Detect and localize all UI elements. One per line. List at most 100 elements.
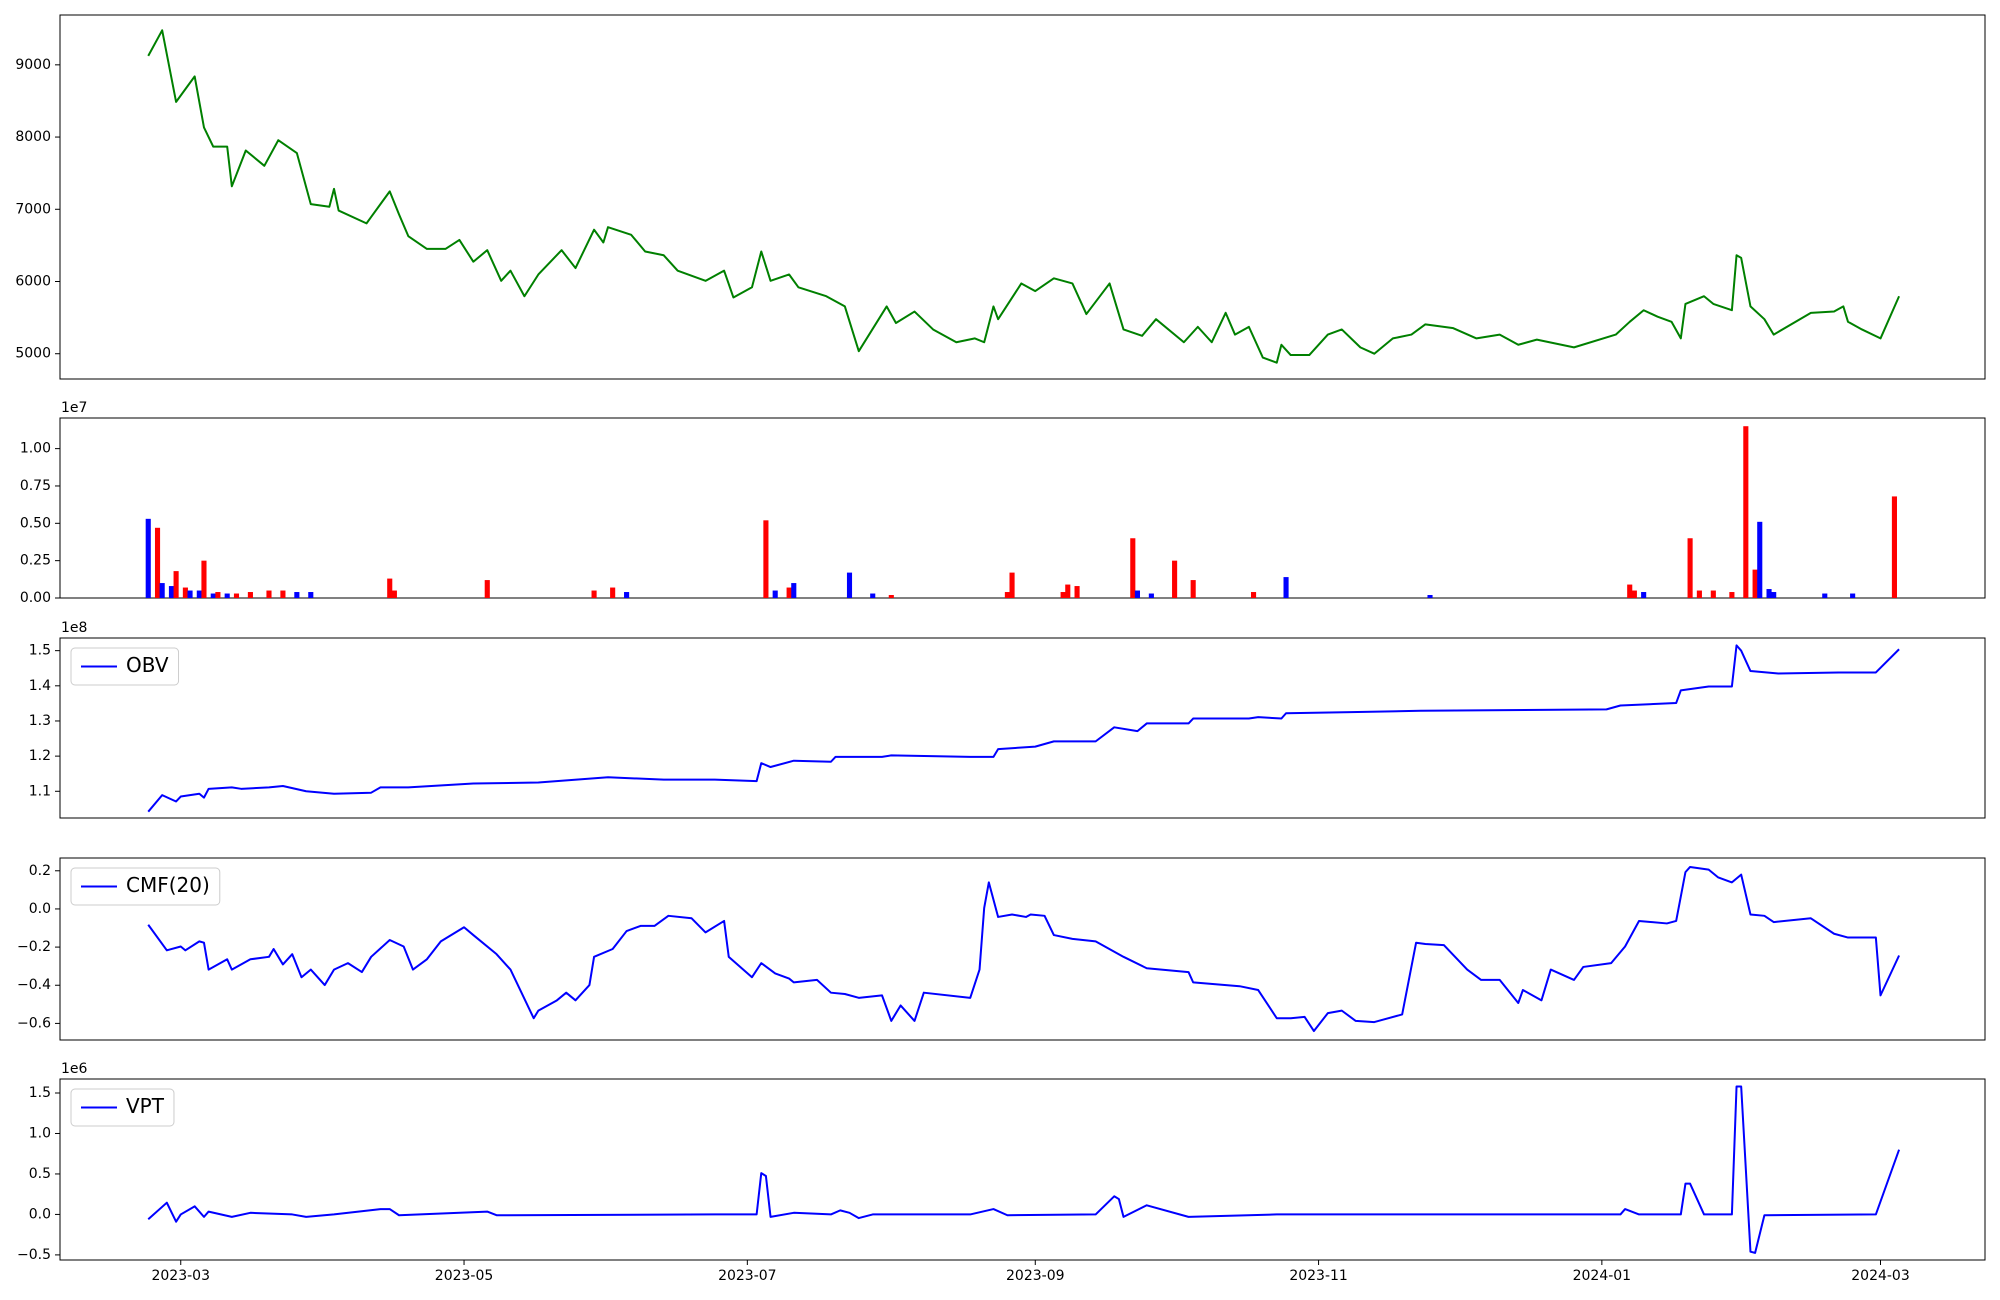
- bar: [1172, 560, 1178, 598]
- bar: [888, 595, 894, 598]
- x-tick-label: 2023-11: [1289, 1268, 1348, 1284]
- y-tick-label: 7000: [15, 201, 51, 217]
- bar: [1004, 592, 1010, 598]
- bar: [1641, 592, 1647, 598]
- bar: [846, 572, 853, 598]
- line: [147, 865, 1900, 1033]
- axis-offset-label: 1e7: [61, 400, 87, 416]
- y-tick-label: −0.6: [17, 1015, 51, 1031]
- bar: [624, 592, 630, 598]
- bar: [266, 590, 272, 598]
- y-tick-label: 1.00: [20, 441, 51, 457]
- y-tick-label: 1.0: [29, 1125, 51, 1141]
- bar: [1190, 580, 1196, 598]
- bar: [196, 590, 202, 598]
- bar: [215, 592, 221, 598]
- y-tick-label: 0.5: [29, 1166, 51, 1182]
- bar: [1729, 592, 1735, 598]
- bar: [173, 571, 179, 598]
- legend-label: OBV: [126, 653, 169, 677]
- bar: [1757, 521, 1763, 598]
- bar: [1687, 538, 1693, 598]
- bar: [1009, 572, 1015, 598]
- legend-box: [70, 867, 221, 906]
- bar: [1130, 538, 1136, 598]
- y-tick-label: 0.0: [29, 901, 51, 917]
- bar: [182, 587, 188, 598]
- bar: [1427, 595, 1433, 598]
- plot-area: [59, 857, 1986, 1041]
- bar: [1250, 592, 1257, 598]
- bar: [1771, 592, 1777, 598]
- bar: [233, 593, 240, 598]
- bar: [1710, 590, 1716, 598]
- bar: [1631, 590, 1637, 598]
- x-tick-label: 2023-05: [435, 1268, 494, 1284]
- y-tick-label: 0.25: [20, 553, 51, 569]
- bar: [159, 583, 165, 598]
- y-tick-label: 0.75: [20, 478, 51, 494]
- x-tick-label: 2024-01: [1573, 1268, 1632, 1284]
- y-tick-label: 1.5: [29, 1085, 51, 1101]
- bar: [154, 527, 161, 598]
- y-tick-label: 9000: [15, 57, 51, 73]
- y-tick-label: 1.2: [29, 748, 51, 764]
- axis-offset-label: 1e6: [61, 1061, 88, 1077]
- plot-area: [59, 14, 1986, 380]
- axis-offset-label: 1e8: [61, 620, 87, 636]
- bar: [1743, 426, 1749, 598]
- bar: [294, 592, 300, 598]
- bar: [1822, 593, 1828, 598]
- bar: [484, 580, 490, 598]
- y-tick-label: 8000: [15, 129, 51, 145]
- bar: [1283, 577, 1289, 598]
- y-tick-label: −0.5: [17, 1247, 51, 1263]
- bar: [145, 518, 151, 598]
- x-tick-label: 2023-09: [1006, 1268, 1065, 1284]
- bar: [224, 593, 230, 598]
- line: [147, 644, 1900, 813]
- bar: [591, 590, 597, 598]
- bar: [168, 586, 175, 598]
- bar: [387, 578, 393, 598]
- bar: [786, 587, 792, 598]
- y-tick-label: 0.00: [20, 590, 51, 606]
- legend-label: CMF(20): [126, 873, 210, 897]
- x-tick-label: 2024-03: [1851, 1268, 1910, 1284]
- bar: [280, 590, 286, 598]
- bar: [1766, 589, 1772, 598]
- y-tick-label: 0.2: [29, 863, 51, 879]
- bar: [870, 593, 876, 598]
- plot-area: [59, 417, 1986, 599]
- bar: [763, 520, 769, 598]
- legend-label: VPT: [126, 1094, 165, 1118]
- line: [147, 1085, 1901, 1254]
- y-tick-label: −0.4: [17, 977, 51, 993]
- plot-area: [59, 637, 1986, 819]
- y-tick-label: 1.1: [29, 783, 51, 799]
- y-tick-label: 0.0: [29, 1206, 51, 1222]
- bar: [1065, 584, 1071, 598]
- bar: [610, 587, 616, 598]
- bar: [1060, 592, 1066, 598]
- legend-box: [70, 1088, 175, 1127]
- x-tick-label: 2023-03: [151, 1268, 210, 1284]
- bar: [201, 560, 207, 598]
- y-tick-label: −0.2: [17, 939, 51, 955]
- bar: [187, 590, 193, 598]
- x-tick-label: 2023-07: [718, 1268, 777, 1284]
- bar: [1074, 586, 1080, 598]
- bar: [791, 583, 797, 598]
- bar: [1627, 584, 1633, 598]
- y-tick-label: 1.3: [29, 713, 51, 729]
- bar: [1148, 593, 1154, 598]
- bar: [772, 590, 778, 598]
- plot-area: [59, 1078, 1986, 1261]
- y-tick-label: 0.50: [20, 515, 51, 531]
- y-tick-label: 6000: [15, 274, 51, 290]
- bar: [1850, 593, 1856, 598]
- bar: [308, 592, 314, 598]
- bar: [1752, 569, 1758, 598]
- bar: [391, 590, 397, 598]
